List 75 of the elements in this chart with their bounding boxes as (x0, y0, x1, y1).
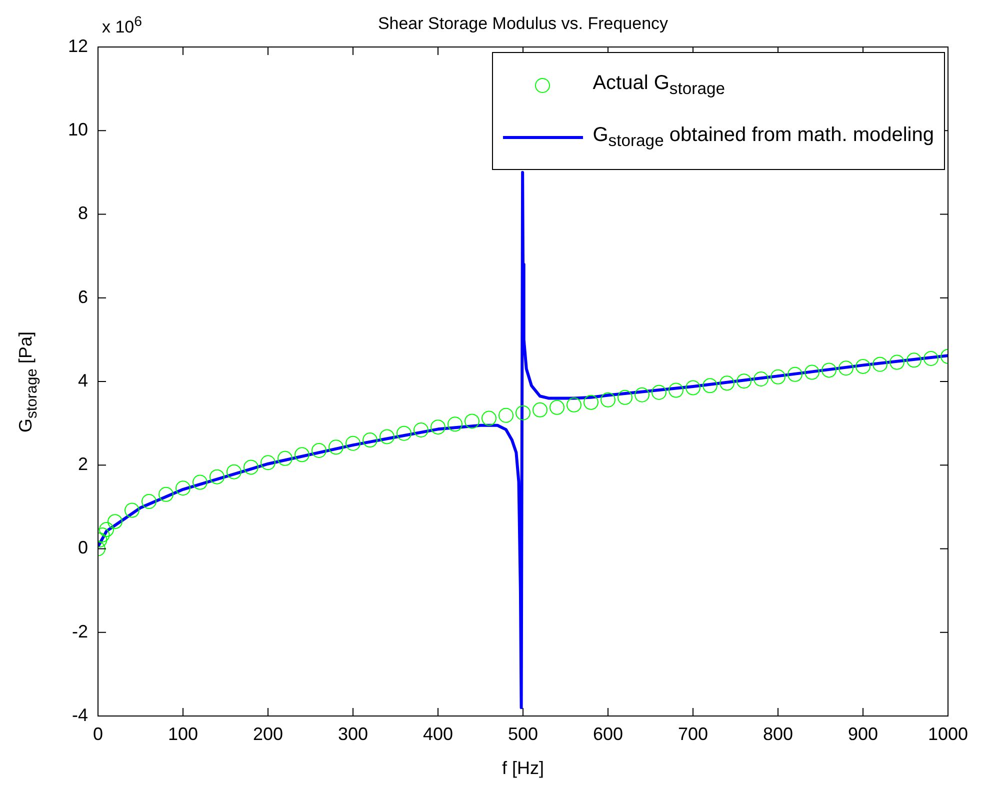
y-tick-label: 6 (78, 286, 88, 307)
point (686, 380, 700, 396)
point (328, 440, 344, 455)
point (124, 502, 140, 518)
x-tick-label: 900 (848, 724, 878, 744)
point (856, 358, 870, 374)
y-tick-label: -4 (72, 704, 88, 725)
x-tick-label: 600 (592, 724, 624, 744)
legend-label: Actual G$_{storage}$ (592, 72, 725, 98)
legend-label: G$_{storage}$ obtained from math. modeling (592, 124, 934, 150)
x-tick-label: 0 (92, 724, 104, 744)
point (142, 494, 156, 509)
y-tick-label: 10 (68, 120, 88, 140)
point (176, 480, 190, 496)
x-tick-label: 300 (338, 724, 368, 744)
point (720, 376, 734, 391)
point (278, 450, 292, 466)
point (210, 469, 224, 484)
point (822, 362, 836, 378)
point (890, 354, 904, 370)
point (414, 422, 428, 438)
y-tick-label: 4 (78, 370, 88, 390)
point (652, 384, 666, 400)
point (550, 400, 564, 415)
point (294, 447, 310, 462)
point (158, 486, 174, 502)
y-tick-label: 0 (78, 538, 88, 558)
x-tick-label: 400 (422, 724, 454, 744)
point (566, 397, 582, 412)
x-tick-label: 1000 (928, 724, 968, 744)
point (346, 436, 360, 451)
y-tick-label: 2 (78, 454, 88, 474)
point (99, 522, 114, 538)
point (872, 356, 888, 372)
point (584, 394, 598, 410)
point (532, 402, 548, 418)
x-tick-label: 100 (168, 724, 198, 744)
point (380, 429, 394, 444)
point (260, 455, 276, 470)
point (312, 442, 326, 458)
point (788, 366, 802, 382)
point (430, 420, 446, 435)
chart-title: Shear Storage Modulus vs. Frequency (378, 14, 668, 33)
point (600, 392, 616, 408)
point (736, 374, 752, 389)
point (244, 460, 258, 475)
point (516, 405, 530, 420)
point (192, 474, 208, 490)
point (396, 426, 412, 441)
point (702, 378, 718, 394)
point (482, 410, 496, 426)
x-tick-label: 700 (678, 724, 708, 744)
point (804, 364, 820, 380)
x-tick-label: 500 (508, 724, 538, 744)
point (226, 464, 242, 480)
point (448, 416, 462, 432)
point (668, 382, 684, 398)
text: x 10$^{6}$ (102, 14, 142, 38)
point (362, 432, 378, 448)
x-tick-label: 200 (252, 724, 284, 744)
point (634, 387, 650, 402)
point (924, 351, 938, 366)
y-tick-label: 12 (68, 36, 88, 56)
y-tick-label: -2 (72, 621, 88, 642)
point (618, 390, 632, 405)
point (464, 414, 480, 429)
y-tick-label: 8 (78, 203, 88, 224)
point (754, 371, 768, 386)
point (108, 514, 122, 530)
point (838, 360, 854, 376)
x-axis-title: f [Hz] (500, 758, 545, 779)
point (498, 408, 514, 423)
x-tick-label: 800 (762, 724, 794, 744)
point (906, 352, 922, 368)
point (770, 369, 786, 384)
